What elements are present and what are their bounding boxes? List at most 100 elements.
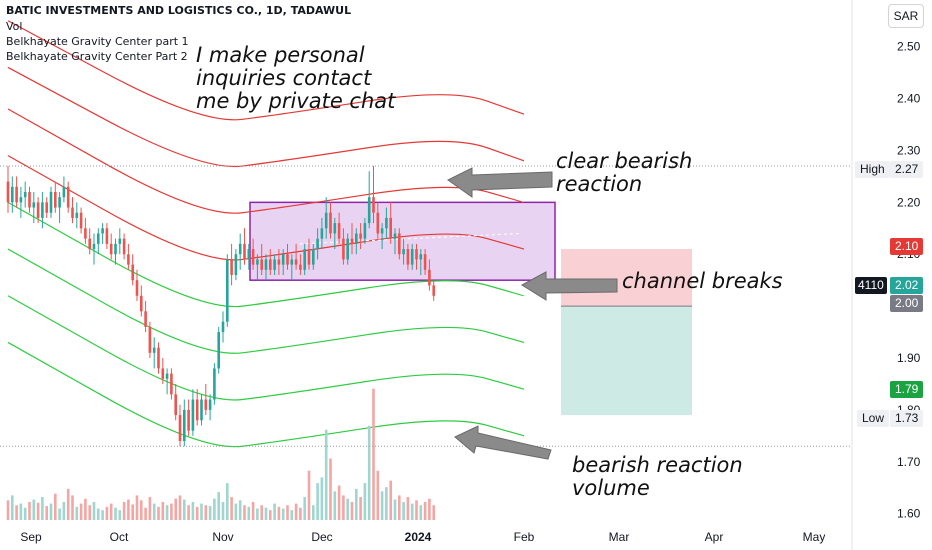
- contact-note: I make personal inquiries contact me by …: [196, 44, 395, 113]
- volume-bar: [118, 510, 122, 520]
- contact-note-line: I make personal: [196, 43, 365, 67]
- stop-loss-zone: [561, 249, 692, 307]
- candle-body: [247, 249, 251, 260]
- candle-body: [363, 223, 367, 239]
- candle-body: [152, 347, 156, 353]
- candle-body: [200, 399, 203, 421]
- candle-body: [342, 238, 345, 260]
- volume-note-line: volume: [572, 476, 650, 500]
- candle-body: [183, 409, 186, 442]
- candle-body: [281, 254, 285, 265]
- volume-bar: [208, 506, 212, 520]
- volume-bar: [256, 508, 259, 520]
- symbol-title[interactable]: BATIC INVESTMENTS AND LOGISTICS CO., 1D,…: [6, 4, 352, 17]
- volume-bar: [367, 425, 371, 520]
- candle-body: [234, 254, 238, 275]
- volume-bar: [226, 483, 229, 520]
- candle-body: [372, 197, 375, 213]
- price-axis[interactable]: 2.502.402.302.202.102.001.901.801.701.60: [851, 0, 921, 550]
- candle-body: [165, 373, 169, 379]
- candle-body: [101, 228, 104, 234]
- candle-body: [170, 373, 173, 395]
- candle-body: [195, 399, 199, 421]
- volume-bar: [36, 502, 40, 520]
- candle-body: [230, 259, 233, 275]
- volume-bar: [152, 503, 156, 520]
- target-price-badge: 1.79: [890, 381, 924, 398]
- price-tick-label: 1.70: [897, 455, 921, 469]
- low-value-badge: 1.73: [890, 410, 924, 427]
- volume-bar: [204, 505, 208, 520]
- volume-bar: [170, 503, 173, 520]
- volume-bar: [187, 505, 190, 520]
- candle-body: [355, 233, 358, 244]
- candle-body: [286, 254, 289, 265]
- volume-bar: [238, 500, 242, 520]
- volume-bar: [398, 495, 401, 520]
- channel-lower-4: [7, 341, 525, 448]
- volume-bar: [183, 499, 186, 520]
- volume-note: bearish reaction volume: [572, 454, 743, 500]
- volume-bar: [6, 500, 10, 520]
- high-value-badge: 2.27: [890, 161, 924, 178]
- time-tick-label: 2024: [405, 530, 432, 544]
- candle-body: [6, 181, 10, 203]
- volume-bar: [264, 507, 268, 520]
- indicator-gravity-1[interactable]: Belkhayate Gravity Center part 1: [6, 35, 189, 48]
- candlesticks: [6, 166, 435, 447]
- volume-bar: [114, 507, 117, 520]
- volume-bar: [247, 506, 251, 520]
- volume-bar: [273, 503, 276, 520]
- time-axis[interactable]: Sep Oct Nov Dec 2024 Feb Mar Apr May: [20, 530, 825, 544]
- volume-bar: [71, 495, 74, 520]
- volume-bar: [355, 488, 358, 520]
- volume-bar: [75, 506, 79, 520]
- volume-bar: [213, 498, 216, 520]
- candle-body: [15, 186, 18, 203]
- price-tick-label: 2.30: [897, 143, 921, 157]
- candle-body: [144, 311, 147, 327]
- candle-body: [269, 259, 272, 270]
- candle-body: [393, 233, 397, 239]
- volume-bar: [299, 507, 302, 520]
- volume-bar: [419, 505, 423, 520]
- volume-bar: [346, 498, 349, 520]
- candle-body: [88, 238, 91, 250]
- candle-body: [432, 285, 435, 296]
- indicator-gravity-2[interactable]: Belkhayate Gravity Center Part 2: [6, 50, 188, 63]
- candle-body: [243, 243, 246, 260]
- volume-bar: [79, 503, 83, 520]
- volume-bar: [23, 507, 27, 520]
- bearish-reaction-note: clear bearish reaction: [556, 150, 692, 196]
- candle-body: [54, 191, 57, 208]
- candle-body: [406, 249, 410, 265]
- volume-bar: [359, 497, 362, 520]
- volume-bar: [221, 501, 225, 520]
- candle-body: [312, 249, 315, 265]
- volume-bar: [135, 495, 139, 520]
- volume-bar: [286, 505, 289, 520]
- volume-bar: [49, 503, 53, 520]
- last-price-badge: 2.02: [890, 277, 924, 294]
- volume-bar: [122, 501, 126, 520]
- volume-bar: [342, 495, 345, 520]
- candle-body: [307, 249, 311, 265]
- candle-body: [178, 415, 182, 442]
- time-tick-label: Sep: [20, 530, 42, 544]
- volume-bar: [88, 505, 91, 520]
- volume-bar: [127, 499, 130, 520]
- currency-button[interactable]: SAR: [888, 4, 924, 28]
- volume-note-line: bearish reaction: [572, 453, 743, 477]
- volume-bar: [200, 503, 203, 520]
- volume-bar: [28, 501, 31, 520]
- volume-bar: [385, 487, 388, 520]
- candle-body: [11, 186, 14, 203]
- candle-body: [79, 212, 83, 229]
- candle-body: [423, 254, 427, 270]
- volume-bar: [105, 506, 109, 520]
- channel-upper-3: [7, 20, 525, 121]
- channel-breaks-note: channel breaks: [622, 269, 783, 293]
- volume-bar: [303, 497, 306, 520]
- indicator-vol[interactable]: Vol: [6, 20, 23, 33]
